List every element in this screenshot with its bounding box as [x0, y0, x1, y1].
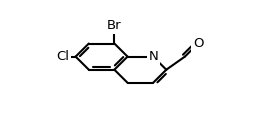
Text: O: O — [193, 37, 203, 50]
Text: Br: Br — [107, 19, 122, 32]
Text: Cl: Cl — [56, 50, 69, 63]
Text: N: N — [148, 50, 158, 63]
